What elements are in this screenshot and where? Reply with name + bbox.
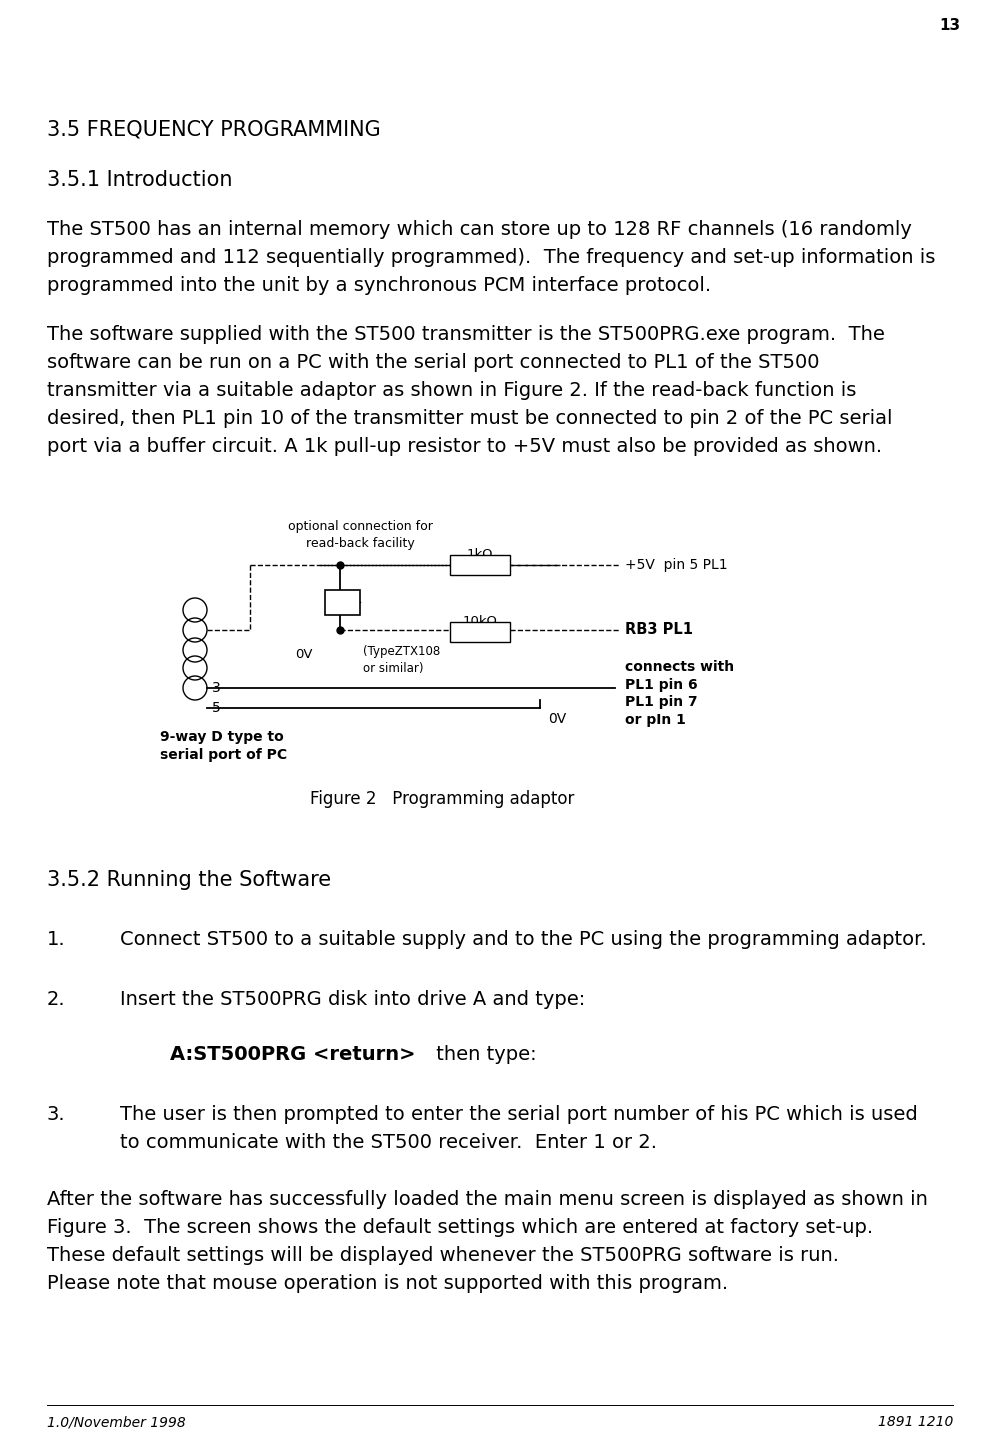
Text: Figure 3.  The screen shows the default settings which are entered at factory se: Figure 3. The screen shows the default s… — [47, 1218, 873, 1237]
Text: 0V: 0V — [548, 712, 566, 726]
Text: Insert the ST500PRG disk into drive A and type:: Insert the ST500PRG disk into drive A an… — [120, 990, 585, 1009]
Text: transmitter via a suitable adaptor as shown in Figure 2. If the read-back functi: transmitter via a suitable adaptor as sh… — [47, 381, 856, 399]
Text: The ST500 has an internal memory which can store up to 128 RF channels (16 rando: The ST500 has an internal memory which c… — [47, 220, 912, 239]
Text: programmed and 112 sequentially programmed).  The frequency and set-up informati: programmed and 112 sequentially programm… — [47, 247, 935, 268]
Text: 1891 1210: 1891 1210 — [878, 1415, 953, 1430]
Text: 3.5.2 Running the Software: 3.5.2 Running the Software — [47, 870, 331, 890]
Bar — [325, 590, 360, 615]
Bar — [450, 556, 510, 574]
Text: +5V  pin 5 PL1: +5V pin 5 PL1 — [625, 559, 728, 572]
Text: 5: 5 — [212, 700, 221, 715]
Text: A:ST500PRG <return>: A:ST500PRG <return> — [170, 1045, 416, 1064]
Bar — [450, 622, 510, 642]
Text: port via a buffer circuit. A 1k pull-up resistor to +5V must also be provided as: port via a buffer circuit. A 1k pull-up … — [47, 437, 882, 456]
Text: (TypeZTX108
or similar): (TypeZTX108 or similar) — [363, 645, 440, 674]
Text: 1.: 1. — [47, 930, 66, 949]
Text: RB3 PL1: RB3 PL1 — [625, 622, 693, 638]
Text: 3.5.1 Introduction: 3.5.1 Introduction — [47, 169, 232, 190]
Text: 0V: 0V — [295, 648, 312, 661]
Text: The software supplied with the ST500 transmitter is the ST500PRG.exe program.  T: The software supplied with the ST500 tra… — [47, 326, 885, 344]
Text: Figure 2   Programming adaptor: Figure 2 Programming adaptor — [310, 790, 574, 807]
Text: 9-way D type to
serial port of PC: 9-way D type to serial port of PC — [160, 729, 287, 763]
Text: 2.: 2. — [47, 990, 66, 1009]
Text: 10kΩ: 10kΩ — [463, 615, 497, 628]
Text: The user is then prompted to enter the serial port number of his PC which is use: The user is then prompted to enter the s… — [120, 1106, 918, 1124]
Text: 3.: 3. — [47, 1106, 66, 1124]
Text: 3: 3 — [212, 682, 221, 695]
Text: 3.5 FREQUENCY PROGRAMMING: 3.5 FREQUENCY PROGRAMMING — [47, 120, 381, 140]
Text: Please note that mouse operation is not supported with this program.: Please note that mouse operation is not … — [47, 1273, 728, 1294]
Text: 1.0/November 1998: 1.0/November 1998 — [47, 1415, 186, 1430]
Text: connects with
PL1 pin 6: connects with PL1 pin 6 — [625, 660, 734, 693]
Text: These default settings will be displayed whenever the ST500PRG software is run.: These default settings will be displayed… — [47, 1246, 839, 1265]
Text: optional connection for
read-back facility: optional connection for read-back facili… — [288, 519, 432, 550]
Text: PL1 pin 7
or pIn 1: PL1 pin 7 or pIn 1 — [625, 695, 698, 728]
Text: 13: 13 — [939, 17, 960, 33]
Text: desired, then PL1 pin 10 of the transmitter must be connected to pin 2 of the PC: desired, then PL1 pin 10 of the transmit… — [47, 410, 893, 428]
Text: programmed into the unit by a synchronous PCM interface protocol.: programmed into the unit by a synchronou… — [47, 276, 711, 295]
Text: software can be run on a PC with the serial port connected to PL1 of the ST500: software can be run on a PC with the ser… — [47, 353, 820, 372]
Text: After the software has successfully loaded the main menu screen is displayed as : After the software has successfully load… — [47, 1189, 928, 1210]
Text: Connect ST500 to a suitable supply and to the PC using the programming adaptor.: Connect ST500 to a suitable supply and t… — [120, 930, 927, 949]
Text: 1kΩ: 1kΩ — [467, 548, 493, 561]
Text: then type:: then type: — [430, 1045, 537, 1064]
Text: to communicate with the ST500 receiver.  Enter 1 or 2.: to communicate with the ST500 receiver. … — [120, 1133, 657, 1152]
